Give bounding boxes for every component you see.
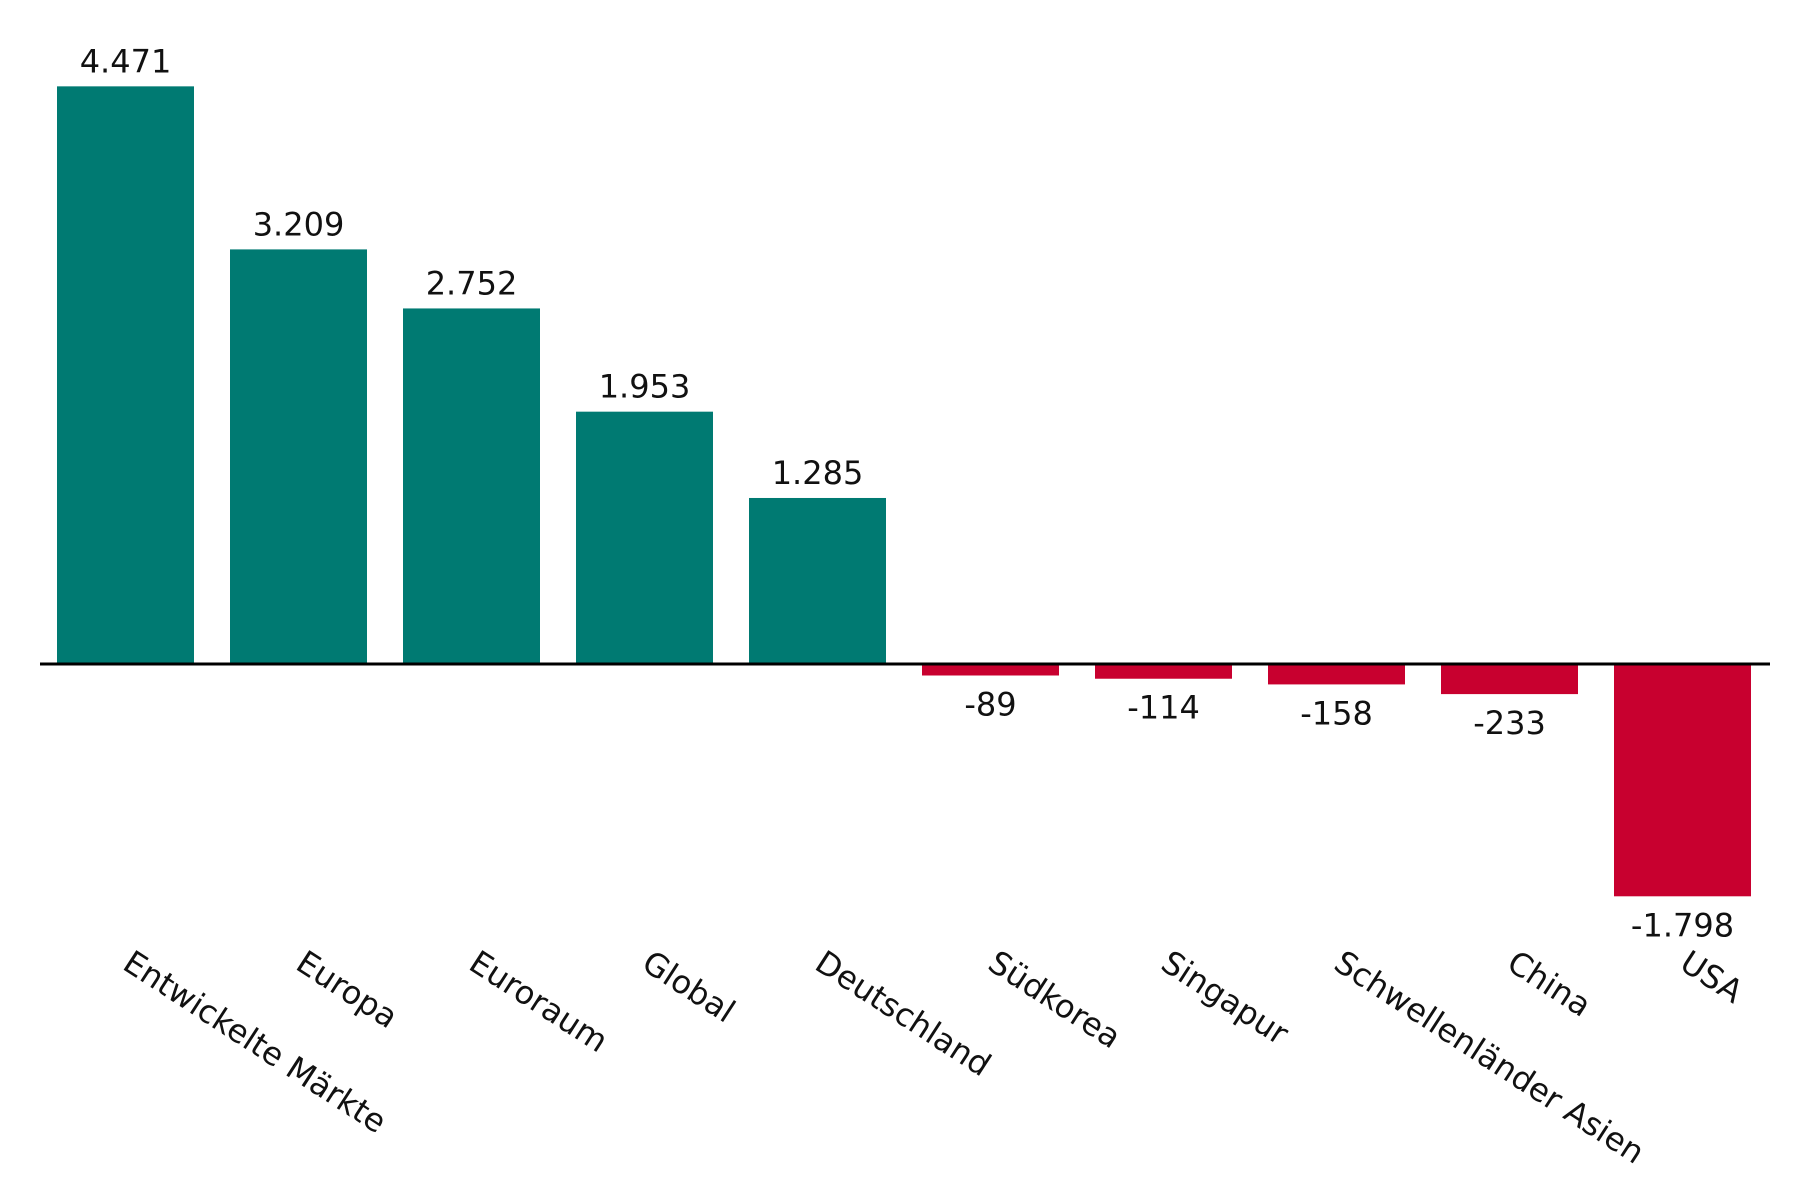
category-label-europa: Europa — [290, 943, 405, 1036]
value-label-schwellenlaender-asien: -158 — [1300, 694, 1373, 732]
bar-suedkorea — [922, 664, 1059, 676]
bar-deutschland — [749, 497, 886, 664]
category-label-euroraum: Euroraum — [463, 943, 615, 1060]
category-label-suedkorea: Südkorea — [982, 943, 1128, 1056]
value-label-europa: 3.209 — [253, 205, 345, 243]
bar-europa — [230, 249, 367, 664]
value-label-suedkorea: -89 — [964, 685, 1016, 723]
bars-group — [57, 86, 1751, 897]
category-label-singapur: Singapur — [1155, 943, 1296, 1053]
value-label-usa: -1.798 — [1631, 906, 1734, 944]
bar-china — [1441, 664, 1578, 695]
bar-usa — [1614, 664, 1751, 897]
value-label-entwickelte-maerkte: 4.471 — [80, 42, 172, 80]
bar-global — [576, 411, 713, 664]
value-label-singapur: -114 — [1127, 689, 1200, 727]
value-label-china: -233 — [1473, 704, 1546, 742]
category-label-deutschland: Deutschland — [809, 943, 998, 1084]
value-label-global: 1.953 — [599, 368, 691, 406]
category-label-usa: USA — [1674, 943, 1750, 1011]
bar-singapur — [1095, 664, 1232, 679]
category-label-schwellenlaender-asien: Schwellenländer Asien — [1328, 943, 1652, 1172]
bar-euroraum — [403, 308, 540, 664]
bar-entwickelte-maerkte — [57, 86, 194, 664]
category-label-china: China — [1501, 943, 1598, 1025]
bar-schwellenlaender-asien — [1268, 664, 1405, 685]
value-label-deutschland: 1.285 — [772, 454, 864, 492]
category-label-global: Global — [636, 943, 742, 1030]
value-labels-group: 4.471 3.209 2.752 1.953 1.285 -89 -114 -158 -233… — [80, 42, 1734, 944]
value-label-euroraum: 2.752 — [426, 264, 518, 302]
